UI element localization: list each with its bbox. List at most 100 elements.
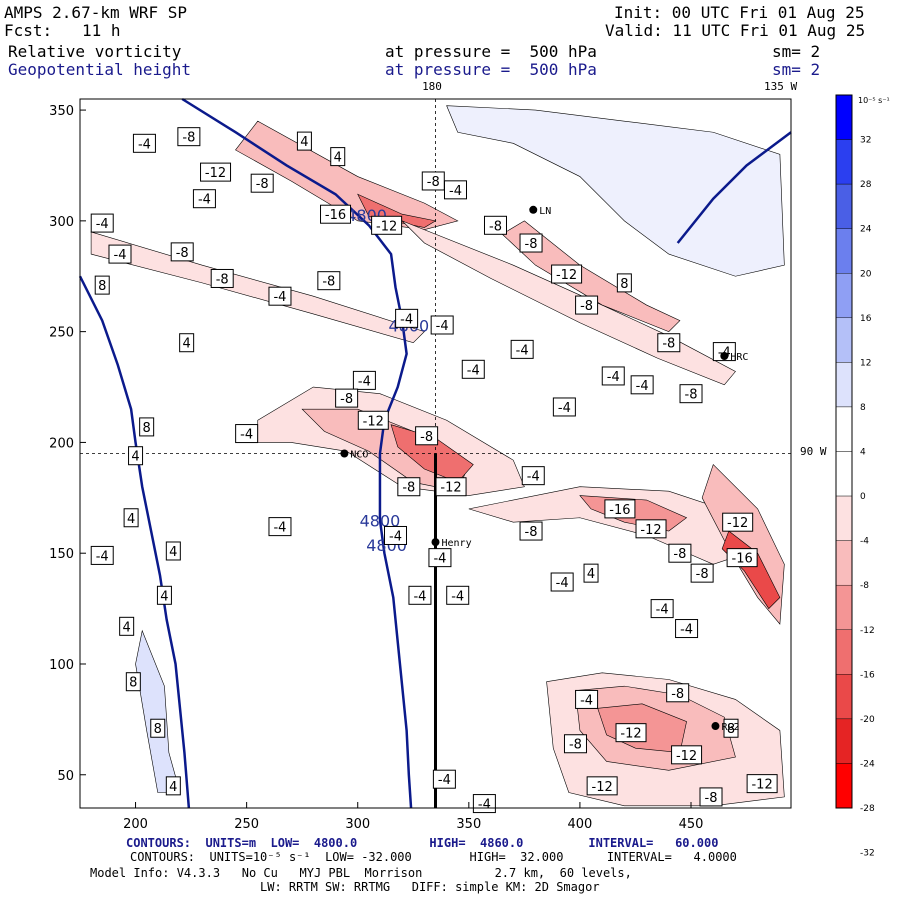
colorbar-tick-label: -20: [860, 715, 875, 725]
vorticity-label-box: [330, 147, 346, 167]
vorticity-label: -4: [552, 397, 576, 417]
vorticity-label: -12: [746, 774, 778, 794]
vorticity-label-text: -8: [340, 392, 353, 407]
x-tick-label: 400: [568, 817, 593, 832]
vorticity-label-text: -4: [467, 363, 480, 378]
colorbar-frame: [835, 94, 853, 809]
y-tick-label: 250: [49, 326, 74, 341]
vorticity-label-box: [179, 333, 195, 353]
vorticity-label: -12: [551, 264, 583, 284]
vorticity-label-box: [357, 410, 389, 430]
vorticity-label: -8: [483, 215, 507, 235]
vorticity-label-box: [712, 342, 736, 362]
vorticity-label: -4: [430, 315, 454, 335]
vorticity-label: -8: [563, 734, 587, 754]
vorticity-label-box: [139, 417, 155, 437]
vorticity-label-box: [519, 521, 543, 541]
x-tick-label: 200: [123, 817, 148, 832]
vorticity-label: -8: [397, 477, 421, 497]
vorticity-label-box: [668, 543, 692, 563]
vorticity-label-text: -4: [138, 137, 151, 152]
vorticity-label: -8: [519, 521, 543, 541]
vorticity-label-box: [320, 204, 352, 224]
vorticity-label: 4: [128, 446, 144, 466]
vorticity-label-text: -4: [114, 248, 127, 263]
vorticity-label-text: -4: [438, 773, 451, 788]
vorticity-label-text: 4: [169, 545, 177, 560]
vorticity-label-box: [723, 718, 739, 738]
vorticity-label: -4: [461, 359, 485, 379]
station-marker: [340, 449, 349, 458]
vorticity-label-box: [575, 689, 599, 709]
footer-physics: LW: RRTM SW: RRTMG DIFF: simple KM: 2D S…: [260, 880, 600, 894]
vorticity-label-box: [551, 264, 583, 284]
colorbar-segment: [835, 362, 853, 408]
colorbar-tick-label: 20: [860, 269, 872, 279]
vorticity-label: 4: [156, 585, 172, 605]
vorticity-label: -8: [668, 543, 692, 563]
colorbar-segment: [835, 495, 853, 541]
colorbar-tick-label: 28: [860, 180, 872, 190]
colorbar-tick-label: -12: [860, 626, 875, 636]
vorticity-label: -4: [432, 769, 456, 789]
vorticity-label-box: [123, 508, 139, 528]
vorticity-label: -4: [395, 308, 419, 328]
vorticity-label-box: [521, 466, 545, 486]
vorticity-label: -16: [604, 499, 636, 519]
colorbar-segment: [835, 629, 853, 675]
vorticity-label-box: [397, 477, 421, 497]
vorticity-label: -4: [268, 517, 292, 537]
vorticity-label-box: [128, 446, 144, 466]
vorticity-label: -4: [443, 180, 467, 200]
vorticity-label: 8: [616, 273, 632, 293]
vorticity-label-box: [483, 215, 507, 235]
vorticity-label: 8: [723, 718, 739, 738]
vorticity-label-text: 4: [123, 620, 131, 635]
vorticity-label: -12: [635, 519, 667, 539]
vorticity-label-box: [200, 162, 232, 182]
colorbar-segment: [835, 406, 853, 452]
vorticity-label-text: 4: [300, 135, 308, 150]
vorticity-label-text: -4: [240, 428, 253, 443]
x-tick-label: 450: [679, 817, 704, 832]
vorticity-label-text: 4: [160, 589, 168, 604]
vorticity-label-box: [352, 370, 376, 390]
vorticity-label: -4: [650, 599, 674, 619]
vorticity-label-box: [415, 426, 439, 446]
vorticity-label: -8: [335, 388, 359, 408]
vorticity-label-box: [443, 180, 467, 200]
vorticity-label-text: -8: [216, 272, 229, 287]
vorticity-label-box: [461, 359, 485, 379]
vorticity-label-text: -8: [402, 481, 415, 496]
vorticity-label-text: -12: [727, 516, 748, 531]
vorticity-label-text: -4: [558, 401, 571, 416]
model-title: AMPS 2.67-km WRF SP: [4, 3, 188, 22]
vorticity-label-box: [690, 563, 714, 583]
footer-vorticity-contours: CONTOURS: UNITS=10⁻⁵ s⁻¹ LOW= -32.000 HI…: [130, 850, 737, 864]
vorticity-label-box: [575, 295, 599, 315]
colorbar-segment: [835, 139, 853, 185]
colorbar-tick-label: 8: [860, 403, 866, 413]
vorticity-label-box: [156, 585, 172, 605]
vorticity-label-box: [601, 366, 625, 386]
field1-pressure: at pressure = 500 hPa: [385, 42, 597, 61]
vorticity-label-text: 4: [127, 512, 135, 527]
vorticity-label-text: -8: [420, 430, 433, 445]
vorticity-label-box: [165, 541, 181, 561]
vorticity-label-box: [119, 616, 135, 636]
vorticity-label: 4: [165, 541, 181, 561]
vorticity-label-box: [170, 242, 194, 262]
vorticity-label-box: [583, 563, 599, 583]
label-180: 180: [422, 80, 442, 93]
vorticity-label-box: [371, 215, 403, 235]
colorbar-segment: [835, 674, 853, 720]
y-tick-label: 50: [57, 769, 74, 784]
label-135w: 135 W: [764, 80, 797, 93]
vorticity-label: -4: [446, 585, 470, 605]
station-label: RG2: [721, 722, 739, 733]
colorbar-tick-label: 24: [860, 225, 872, 235]
colorbar-segment: [835, 718, 853, 764]
vorticity-label-box: [384, 525, 408, 545]
vorticity-label-text: -8: [696, 567, 709, 582]
